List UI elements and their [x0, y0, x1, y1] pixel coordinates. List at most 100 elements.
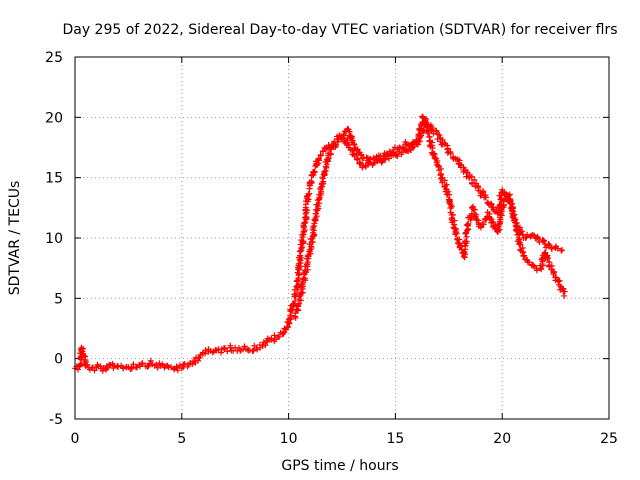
- data-point: [301, 219, 308, 226]
- data-point: [535, 235, 542, 242]
- y-tick-label: 15: [45, 171, 63, 187]
- data-point: [533, 267, 540, 274]
- data-point: [518, 228, 525, 235]
- data-point: [378, 158, 385, 165]
- data-point: [306, 190, 313, 197]
- data-point: [174, 367, 181, 374]
- data-point: [181, 360, 188, 367]
- data-point: [512, 219, 519, 226]
- data-point: [288, 307, 295, 314]
- data-point: [374, 155, 381, 162]
- data-point: [313, 213, 320, 220]
- data-point: [308, 243, 315, 250]
- data-point: [516, 241, 523, 248]
- data-point: [84, 361, 91, 368]
- data-point: [317, 186, 324, 193]
- data-point: [298, 245, 305, 252]
- data-point: [559, 247, 566, 254]
- y-tick-label: 25: [45, 50, 63, 66]
- data-point: [224, 348, 231, 355]
- data-point: [288, 312, 295, 319]
- y-tick-label: 10: [45, 231, 63, 247]
- data-point: [496, 202, 503, 209]
- data-point: [539, 236, 546, 243]
- data-point: [419, 113, 426, 120]
- data-point: [550, 269, 557, 276]
- data-point: [295, 282, 302, 289]
- x-tick-label: 0: [71, 431, 80, 447]
- data-point: [540, 238, 547, 245]
- data-point: [457, 243, 464, 250]
- y-tick-label: 5: [54, 291, 63, 307]
- data-point: [147, 357, 154, 364]
- data-point: [241, 343, 248, 350]
- data-point: [420, 114, 427, 121]
- data-point: [433, 128, 440, 135]
- data-point: [344, 137, 351, 144]
- data-point: [221, 345, 228, 352]
- data-point: [556, 277, 563, 284]
- x-tick-label: 15: [386, 431, 404, 447]
- data-point: [460, 249, 467, 256]
- data-point: [496, 209, 503, 216]
- data-point: [196, 354, 203, 361]
- y-tick-label: -5: [49, 412, 63, 428]
- data-point: [489, 218, 496, 225]
- data-point: [471, 176, 478, 183]
- data-point: [392, 152, 399, 159]
- data-point: [384, 151, 391, 158]
- data-point: [444, 142, 451, 149]
- data-point: [341, 131, 348, 138]
- data-point: [483, 216, 490, 223]
- data-point: [496, 204, 503, 211]
- data-point: [363, 154, 370, 161]
- axis-ticks: 0 5 10 15 20 25 -5 0 5 10 15 20 25: [45, 50, 618, 447]
- data-point: [296, 263, 303, 270]
- chart-title: Day 295 of 2022, Sidereal Day-to-day VTE…: [62, 22, 617, 38]
- data-point: [115, 363, 122, 370]
- data-point: [474, 183, 481, 190]
- data-point: [424, 128, 431, 135]
- data-point: [349, 137, 356, 144]
- data-point: [394, 153, 401, 160]
- data-point: [449, 211, 456, 218]
- data-point: [276, 333, 283, 340]
- data-point: [453, 230, 460, 237]
- data-point: [332, 141, 339, 148]
- data-point: [139, 360, 146, 367]
- data-point: [297, 297, 304, 304]
- data-point: [523, 234, 530, 241]
- data-point: [416, 132, 423, 139]
- data-point: [536, 239, 543, 246]
- data-point: [356, 159, 363, 166]
- data-point: [411, 143, 418, 150]
- data-point: [371, 159, 378, 166]
- data-point: [310, 224, 317, 231]
- data-point: [423, 115, 430, 122]
- data-point: [311, 169, 318, 176]
- data-point: [475, 217, 482, 224]
- data-point: [515, 238, 522, 245]
- data-point: [441, 177, 448, 184]
- data-point: [495, 223, 502, 230]
- data-point: [128, 365, 135, 372]
- data-point: [354, 146, 361, 153]
- data-point: [313, 206, 320, 213]
- data-point: [295, 260, 302, 267]
- data-point: [497, 214, 504, 221]
- data-point: [463, 173, 470, 180]
- data-point: [299, 244, 306, 251]
- data-point: [262, 342, 269, 349]
- y-axis-label: SDTVAR / TECUs: [7, 181, 23, 296]
- data-point: [544, 255, 551, 262]
- data-point: [506, 200, 513, 207]
- data-point: [479, 221, 486, 228]
- data-point: [397, 144, 404, 151]
- data-point: [331, 138, 338, 145]
- data-point: [482, 194, 489, 201]
- data-point: [429, 144, 436, 151]
- data-point: [524, 231, 531, 238]
- data-point: [302, 204, 309, 211]
- data-point: [144, 363, 151, 370]
